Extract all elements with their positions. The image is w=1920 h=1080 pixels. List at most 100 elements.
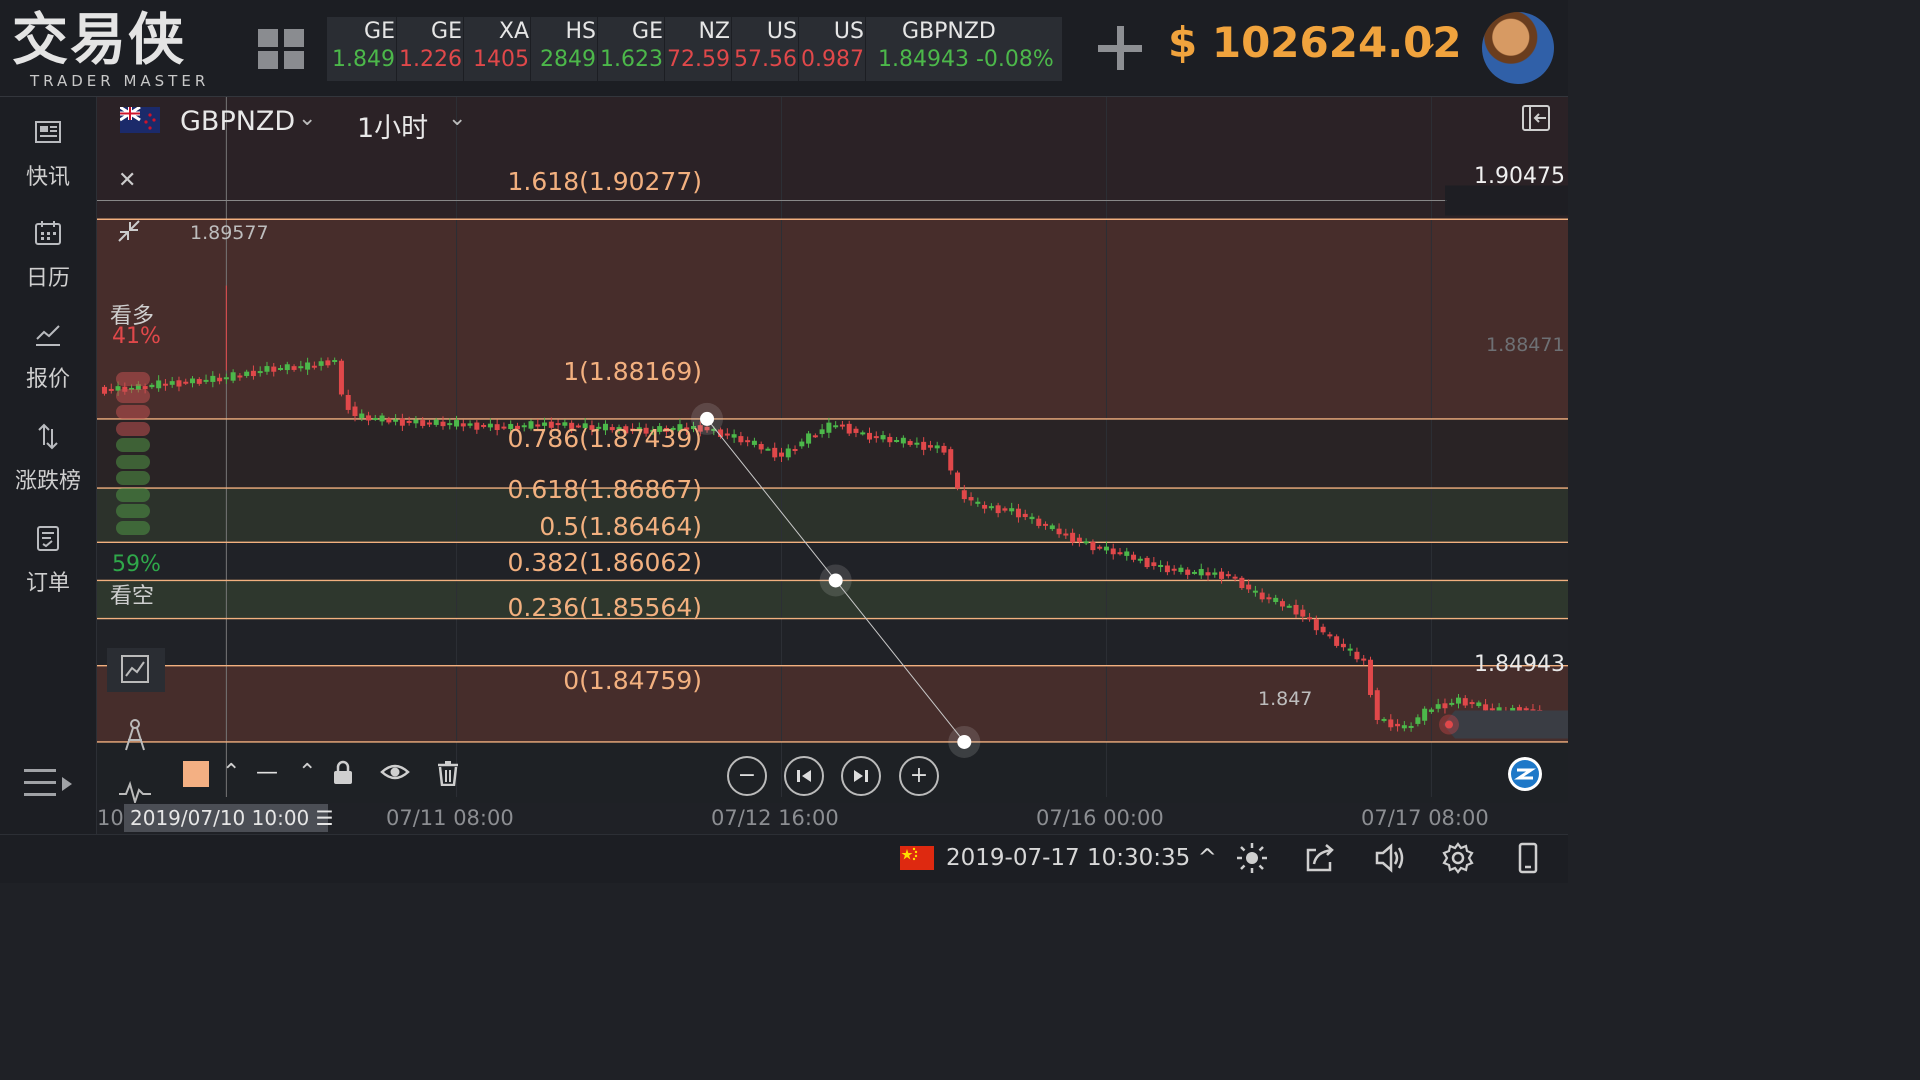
candle-body bbox=[765, 448, 771, 451]
candle-body bbox=[1300, 609, 1306, 617]
settings-gear-icon[interactable] bbox=[1442, 842, 1474, 874]
candle-body bbox=[183, 381, 189, 384]
brightness-icon[interactable] bbox=[1236, 842, 1268, 874]
compress-icon[interactable] bbox=[116, 218, 142, 244]
sidebar-item-label: 日历 bbox=[25, 266, 70, 291]
sidebar-item-quotes[interactable]: 报价 bbox=[0, 319, 96, 393]
chart-area[interactable] bbox=[97, 97, 1568, 834]
ticker-item[interactable]: XA 1405 bbox=[463, 17, 531, 81]
candle-body bbox=[460, 423, 466, 427]
indicator-tool-icon[interactable] bbox=[107, 648, 165, 692]
share-icon[interactable] bbox=[1304, 842, 1336, 874]
bullish-percent: 41% bbox=[112, 324, 161, 349]
candle-body bbox=[379, 415, 385, 422]
candle-body bbox=[399, 418, 405, 426]
account-balance[interactable]: $ 102624.02 bbox=[1168, 18, 1462, 67]
symbol-selector[interactable]: GBPNZD bbox=[180, 106, 296, 137]
candle-body bbox=[1144, 557, 1150, 568]
ticker-price: 2849 bbox=[540, 47, 596, 72]
balance-dropdown-icon[interactable]: ⌄ bbox=[1420, 30, 1439, 55]
chevron-up-icon[interactable]: ⌃ bbox=[222, 760, 241, 785]
candle-body bbox=[1198, 568, 1204, 576]
candle-body bbox=[1293, 604, 1299, 615]
ticker-item[interactable]: US 0.987 bbox=[798, 17, 866, 81]
fib-label-0236: 0.236(1.85564) bbox=[507, 593, 702, 622]
trader-logo-icon[interactable] bbox=[1508, 757, 1542, 791]
sidebar-item-calendar[interactable]: 日历 bbox=[0, 218, 96, 292]
wave-tool-icon[interactable] bbox=[118, 780, 152, 806]
candle-body bbox=[1022, 513, 1028, 518]
flag-cn-icon[interactable] bbox=[900, 846, 934, 870]
zoom-in-button[interactable]: + bbox=[899, 756, 939, 796]
chevron-down-icon[interactable]: ⌄ bbox=[448, 106, 467, 131]
candle-body bbox=[751, 440, 757, 445]
candle-body bbox=[1131, 554, 1137, 560]
avatar[interactable] bbox=[1482, 12, 1554, 84]
close-drawing-button[interactable]: ✕ bbox=[118, 168, 137, 193]
fib-zone bbox=[97, 97, 1568, 220]
mobile-device-icon[interactable] bbox=[1512, 842, 1544, 874]
candle-body bbox=[535, 424, 541, 427]
sound-icon[interactable] bbox=[1374, 842, 1406, 874]
candle-body bbox=[650, 429, 656, 432]
server-clock[interactable]: 2019-07-17 10:30:35 ^ bbox=[946, 845, 1217, 871]
exit-fullscreen-icon[interactable] bbox=[1520, 103, 1552, 133]
candle-body bbox=[927, 445, 933, 448]
chevron-up-icon[interactable]: ⌃ bbox=[298, 760, 317, 785]
sidebar-item-orders[interactable]: 订单 bbox=[0, 523, 96, 597]
sidebar-item-rankings[interactable]: 涨跌榜 bbox=[0, 421, 96, 495]
candle-body bbox=[1090, 541, 1096, 551]
candle-body bbox=[501, 426, 507, 429]
candle-body bbox=[1029, 516, 1035, 520]
candle-body bbox=[636, 427, 642, 432]
ticker-price: 57.56 bbox=[734, 47, 797, 72]
candle-body bbox=[772, 447, 778, 458]
sentiment-segment bbox=[116, 454, 150, 469]
sentiment-segment bbox=[116, 372, 150, 386]
ticker-price: 0.987 bbox=[801, 47, 864, 72]
price-chart[interactable] bbox=[97, 97, 1568, 803]
drawing-tool-icon[interactable] bbox=[120, 718, 150, 754]
candle-body bbox=[359, 413, 365, 419]
ticker-item[interactable]: HS 2849 bbox=[530, 17, 598, 81]
grid-menu-icon[interactable] bbox=[256, 27, 306, 71]
line-style-selector[interactable]: — bbox=[256, 760, 278, 785]
ticker-item[interactable]: GE 1.226 bbox=[396, 17, 464, 81]
current-price-label: 1.84943 bbox=[1474, 652, 1565, 677]
ticker-item-gbpnzd[interactable]: GBPNZD 1.84943 -0.08% bbox=[865, 17, 1062, 81]
chevron-down-icon[interactable]: ⌄ bbox=[298, 106, 317, 131]
crosshair-date-label[interactable]: 2019/07/10 10:00 ☰ bbox=[124, 804, 334, 832]
candle-body bbox=[555, 423, 561, 426]
ticker-item[interactable]: NZ 72.59 bbox=[664, 17, 732, 81]
line-color-swatch[interactable] bbox=[183, 761, 209, 787]
zoom-out-button[interactable]: − bbox=[727, 756, 767, 796]
candle-body bbox=[1185, 569, 1191, 575]
ticker-item[interactable]: GE 1.849 bbox=[326, 17, 397, 81]
eye-icon[interactable] bbox=[380, 760, 410, 790]
time-axis[interactable] bbox=[97, 803, 1568, 833]
candle-body bbox=[237, 375, 243, 378]
ticker-strip[interactable]: GE 1.849 GE 1.226 XA 1405 HS 2849 GE 1.623 NZ… bbox=[326, 17, 1062, 81]
ticker-item[interactable]: US 57.56 bbox=[731, 17, 799, 81]
candle-body bbox=[596, 426, 602, 429]
sentiment-segment bbox=[116, 405, 150, 419]
collapse-menu-icon[interactable] bbox=[24, 765, 72, 801]
app-logo[interactable]: 交易侠 TRADER MASTER bbox=[10, 8, 220, 92]
jump-end-button[interactable] bbox=[841, 756, 881, 796]
candle-body bbox=[217, 377, 223, 382]
candle-body bbox=[704, 426, 710, 431]
menu-icon: ☰ bbox=[315, 806, 334, 830]
timeframe-selector[interactable]: 1小时 bbox=[357, 113, 429, 144]
sidebar-item-news[interactable]: 快讯 bbox=[0, 117, 96, 191]
bearish-percent: 59% bbox=[112, 552, 161, 577]
candle-body bbox=[955, 472, 961, 489]
ticker-item[interactable]: GE 1.623 bbox=[597, 17, 665, 81]
sentiment-segment bbox=[116, 520, 150, 535]
add-symbol-button[interactable] bbox=[1096, 24, 1144, 72]
lock-icon[interactable] bbox=[332, 760, 354, 792]
trash-icon[interactable] bbox=[436, 760, 460, 792]
sidebar-item-label: 订单 bbox=[25, 571, 70, 596]
candle-body bbox=[745, 440, 751, 443]
jump-start-button[interactable] bbox=[784, 756, 824, 796]
candle-body bbox=[1489, 708, 1495, 711]
